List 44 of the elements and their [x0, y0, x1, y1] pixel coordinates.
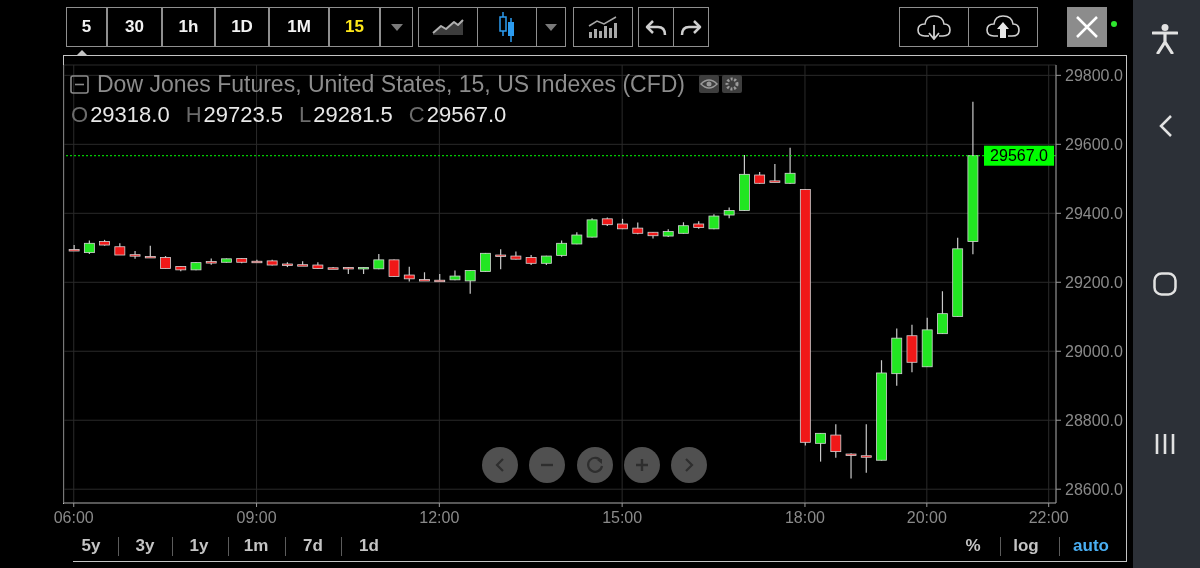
text: auto	[1073, 536, 1109, 556]
x-tick-label: 15:00	[602, 509, 643, 527]
x-tick-label: 06:00	[53, 509, 94, 527]
text: O29318.0 H29723.5 L29281.5 C29567.0	[71, 102, 507, 127]
text: 1h	[178, 17, 199, 37]
x-tick-label: 09:00	[236, 509, 277, 527]
x-tick-label: 18:00	[784, 509, 826, 527]
x-tick-label: 22:00	[1028, 509, 1069, 527]
y-tick-label: 29600.0	[1065, 136, 1123, 153]
text: log	[1013, 536, 1039, 556]
y-tick-label: 29400.0	[1065, 204, 1123, 222]
candlestick	[586, 217, 598, 239]
text: 1m	[243, 536, 269, 556]
text: 1d	[359, 536, 379, 556]
text: 7d	[303, 536, 323, 556]
candlestick	[860, 423, 872, 474]
text: 1D	[231, 17, 253, 37]
x-tick-label: 12:00	[419, 509, 460, 527]
y-tick-label: 29000.0	[1065, 342, 1123, 360]
candlestick	[937, 290, 948, 335]
ref-line-label: 29567.0	[990, 147, 1049, 165]
text: 3y	[135, 536, 155, 556]
text: 1y	[189, 536, 209, 556]
text: 5	[81, 17, 92, 37]
y-tick-label: 28600.0	[1065, 480, 1123, 498]
text: 5y	[81, 536, 101, 556]
candlestick	[68, 244, 80, 252]
y-tick-label: 29200.0	[1065, 273, 1123, 291]
text: %	[965, 536, 981, 556]
text: 1M	[287, 17, 311, 37]
candlestick	[830, 423, 842, 459]
y-tick-label: 28800.0	[1065, 411, 1123, 429]
chart-title: Dow Jones Futures, United States, 15, US Indexes (CFD)	[97, 70, 686, 98]
candlestick	[769, 163, 781, 183]
candlestick	[845, 452, 857, 480]
candlestick	[784, 147, 796, 185]
x-tick-label: 20:00	[906, 509, 947, 527]
candlestick	[815, 432, 826, 463]
candlestick	[495, 248, 507, 270]
candlestick	[464, 269, 476, 295]
candlestick	[129, 250, 141, 260]
text: 30	[125, 17, 144, 37]
y-tick-label: 29800.0	[1065, 67, 1123, 85]
text: 15	[345, 17, 364, 37]
